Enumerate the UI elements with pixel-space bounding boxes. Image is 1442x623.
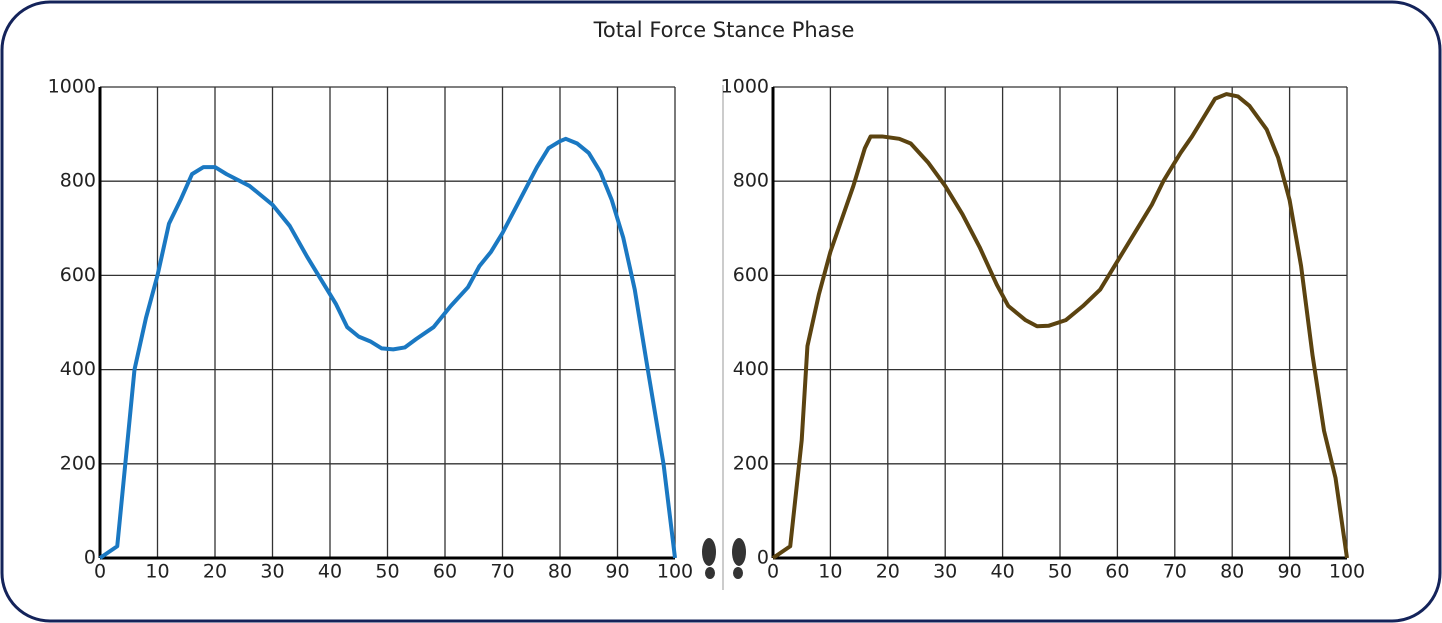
x-tick-label: 50 [375,561,399,583]
x-tick-label: 60 [1105,561,1129,583]
x-tick-label: 100 [657,561,693,583]
x-tick-label: 10 [818,561,842,583]
x-tick-label: 40 [991,561,1015,583]
x-tick-label: 70 [1163,561,1187,583]
data-line [771,92,1349,560]
y-tick-label: 400 [733,358,769,380]
x-tick-label: 90 [1278,561,1302,583]
y-tick-label: 400 [60,358,96,380]
x-tick-label: 10 [145,561,169,583]
y-tick-label: 800 [733,170,769,192]
footprint-icon [702,538,746,579]
x-tick-label: 20 [876,561,900,583]
x-tick-label: 80 [1220,561,1244,583]
x-tick-label: 100 [1329,561,1365,583]
x-tick-label: 0 [94,561,106,583]
y-tick-label: 200 [60,452,96,474]
data-line [98,136,677,560]
x-tick-label: 70 [490,561,514,583]
x-tick-label: 20 [203,561,227,583]
x-tick-label: 30 [933,561,957,583]
x-tick-label: 80 [548,561,572,583]
x-tick-label: 30 [260,561,284,583]
x-tick-label: 0 [767,561,779,583]
chart-title: Total Force Stance Phase [593,18,855,42]
x-tick-label: 40 [318,561,342,583]
y-tick-label: 200 [733,452,769,474]
x-tick-label: 60 [433,561,457,583]
y-tick-label: 600 [60,264,96,286]
y-tick-label: 0 [757,547,769,569]
y-tick-label: 600 [733,264,769,286]
y-tick-label: 1000 [721,76,769,98]
y-tick-label: 800 [60,170,96,192]
x-tick-label: 50 [1048,561,1072,583]
y-tick-label: 0 [84,547,96,569]
y-tick-label: 1000 [48,76,96,98]
x-tick-label: 90 [605,561,629,583]
